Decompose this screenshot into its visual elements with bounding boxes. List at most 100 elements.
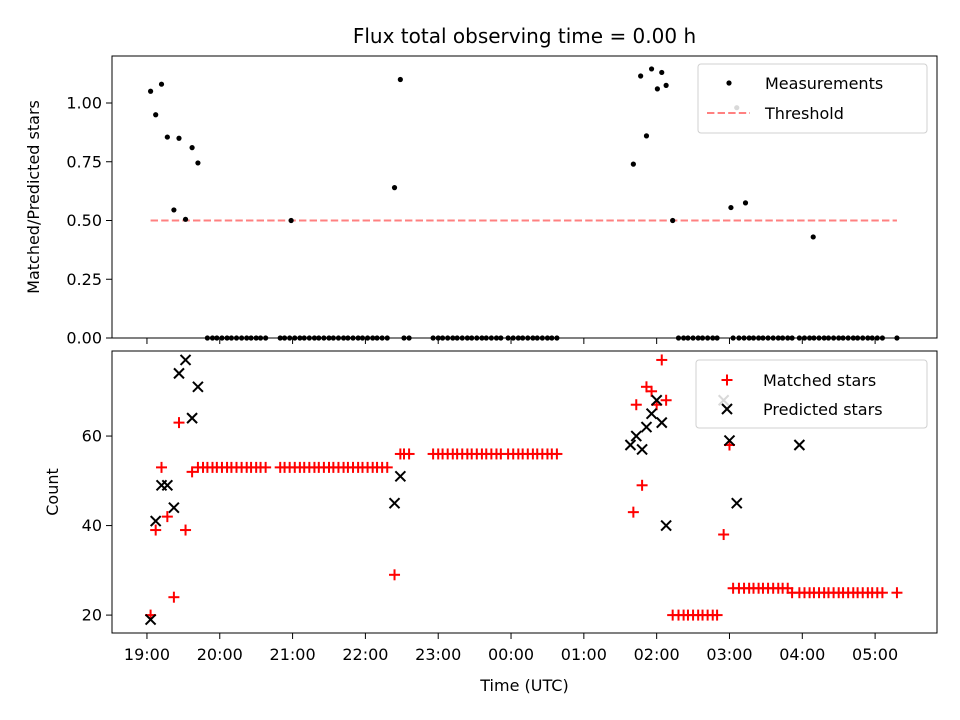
measurement-point	[648, 66, 655, 72]
matched-star-point	[551, 448, 563, 460]
legend: Matched stars Predicted stars	[695, 359, 928, 429]
measurement-point	[742, 200, 749, 206]
predicted-star-point	[161, 479, 174, 491]
measurement-point	[397, 76, 403, 83]
matched-star-point	[630, 399, 642, 411]
x-tick-label: 01:00	[561, 645, 607, 664]
matched-star-point	[150, 524, 162, 536]
legend-marker-measurements	[726, 80, 732, 86]
axes-frame	[111, 55, 938, 339]
predicted-star-point	[645, 407, 658, 420]
measurement-point	[158, 81, 165, 87]
x-tick-label: 05:00	[852, 645, 898, 664]
y-axis-label: Count	[43, 468, 62, 516]
x-tick-label: 21:00	[270, 645, 316, 664]
y-tick-label: 0.75	[66, 152, 102, 171]
predicted-star-point	[624, 439, 637, 451]
measurement-point	[663, 82, 669, 88]
matched-star-point	[403, 448, 415, 460]
x-tick-label: 20:00	[197, 645, 243, 664]
y-axis-label: Matched/Predicted stars	[24, 100, 43, 294]
matched-star-point	[876, 587, 888, 599]
predicted-star-point	[144, 613, 157, 626]
y-tick-label: 40	[82, 516, 102, 535]
predicted-star-point	[186, 412, 198, 424]
x-axis-label: Time (UTC)	[479, 676, 568, 695]
measurement-point	[643, 133, 650, 139]
predicted-star-point	[630, 430, 642, 442]
x-tick-label: 23:00	[415, 645, 461, 664]
measurement-point	[670, 217, 676, 224]
measurement-point	[153, 112, 159, 118]
bottom-panel: 20 40 60 19:00 20:00 21:00 22:00 23:00 00:00 01:0…	[43, 350, 938, 664]
predicted-star-point	[636, 443, 648, 456]
x-tick-label: 22:00	[342, 645, 388, 664]
measurement-point	[176, 135, 182, 141]
matched-star-point	[156, 461, 168, 473]
matched-star-point	[161, 511, 173, 523]
measurement-point	[164, 134, 170, 140]
predicted-star-point	[173, 367, 185, 380]
matched-star-point	[627, 506, 639, 518]
matched-star-point	[260, 461, 272, 473]
matched-star-point	[389, 569, 401, 581]
matched-star-point	[186, 466, 198, 478]
measurement-point	[810, 234, 816, 240]
measurement-point	[195, 160, 201, 166]
predicted-star-point	[660, 519, 672, 532]
top-panel: 0.00 0.25 0.50 0.75 1.00 Matched/Predicted st…	[24, 55, 938, 348]
legend-label-measurements: Measurements	[765, 74, 883, 93]
measurement-point	[182, 216, 189, 222]
measurement-point	[147, 88, 154, 94]
x-tick-label: 19:00	[124, 645, 170, 664]
legend-box	[697, 63, 928, 134]
measurement-point	[171, 207, 177, 213]
measurement-point	[630, 161, 636, 167]
legend-label-predicted: Predicted stars	[763, 400, 883, 419]
legend-box	[695, 359, 928, 429]
predicted-star-point	[793, 439, 806, 451]
predicted-star-point	[149, 515, 162, 527]
legend-label-matched: Matched stars	[763, 371, 876, 390]
x-tick-label: 04:00	[779, 645, 825, 664]
measurement-point	[659, 69, 665, 76]
predicted-star-point	[731, 497, 743, 509]
axes-frame	[111, 350, 938, 634]
measurement-point	[638, 73, 644, 79]
matched-star-point	[173, 417, 185, 429]
predicted-star-point	[168, 501, 180, 514]
predicted-star-point	[192, 381, 204, 393]
measurement-point	[728, 204, 734, 211]
matched-star-point	[636, 479, 648, 491]
x-tick-label: 03:00	[706, 645, 752, 664]
matched-star-point	[656, 354, 668, 366]
predicted-star-point	[640, 421, 653, 433]
matched-star-point	[646, 385, 658, 397]
matched-star-point	[891, 587, 903, 599]
x-tick-label: 00:00	[488, 645, 534, 664]
matched-star-point	[711, 609, 723, 621]
legend: Measurements Threshold	[697, 63, 928, 134]
predicted-star-point	[179, 354, 192, 366]
matched-star-point	[381, 461, 393, 473]
matched-star-point	[718, 529, 730, 541]
legend-marker-predicted	[721, 403, 733, 415]
y-tick-label: 60	[82, 427, 102, 446]
predicted-star-point	[650, 394, 663, 406]
matched-star-point	[660, 394, 672, 406]
measurement-point	[288, 217, 294, 224]
measurement-point	[654, 86, 660, 92]
y-tick-label: 1.00	[66, 94, 102, 113]
matched-star-point	[168, 591, 180, 603]
y-tick-label: 0.00	[66, 329, 102, 348]
matched-star-point	[180, 524, 192, 536]
measurement-point	[189, 145, 195, 151]
predicted-star-point	[723, 434, 736, 447]
x-tick-label: 02:00	[634, 645, 680, 664]
measurement-point	[391, 185, 398, 191]
y-tick-label: 0.50	[66, 211, 102, 230]
legend-marker-matched	[721, 374, 733, 386]
predicted-star-point	[388, 497, 401, 509]
predicted-star-point	[656, 416, 668, 429]
